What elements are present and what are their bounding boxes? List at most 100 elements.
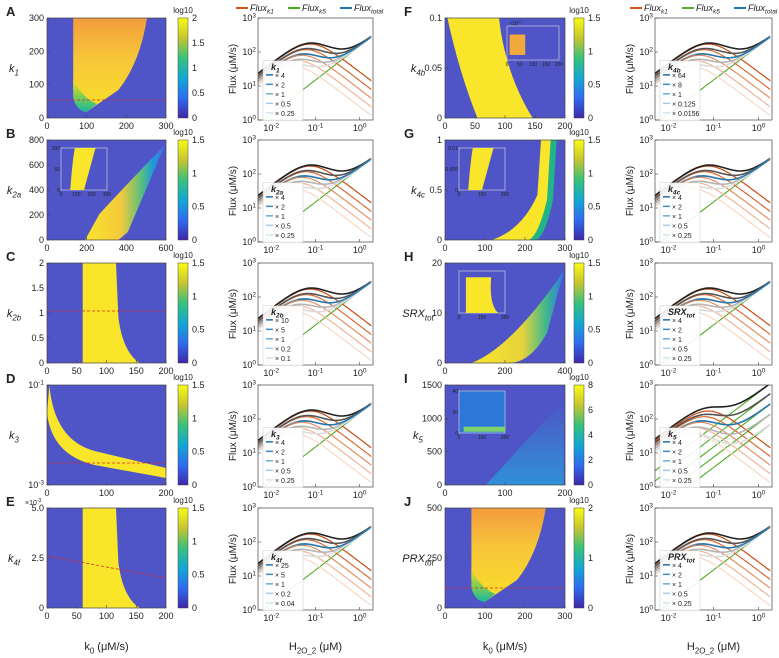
heat-ytick-label: 0	[437, 358, 442, 368]
inset-plot	[458, 390, 506, 434]
heat-xtick-label: 0	[44, 121, 49, 131]
inset-ytick: 100	[52, 146, 61, 152]
heat-xtick-label: 100	[99, 366, 114, 376]
flux-total-blue	[695, 281, 771, 304]
flux-xtick-label: 100​	[353, 367, 367, 378]
flux-legend: SRXtot​× 4 × 2 × 1 × 0.5 × 0.25	[659, 305, 701, 367]
heat-ytick-label: 10-3​	[28, 479, 44, 490]
panel-letter: D	[6, 371, 15, 386]
inset-ytick: 0.01	[448, 146, 458, 152]
flux-total-curve	[258, 35, 372, 75]
legend-entry: × 25	[275, 563, 289, 570]
flux-plot: 100​ 101​ 102​ 103​ 10-2​ 10-1​ 100​ Flux (μM/s…	[228, 379, 374, 500]
panel-letter: H	[404, 249, 413, 264]
flux-xtick-label: 10-2​	[263, 489, 279, 500]
colorbar-tick-label: 1	[588, 291, 593, 301]
inset-xtick: 0	[506, 62, 509, 68]
flux-ylabel: Flux (μM/s)	[228, 289, 239, 339]
legend-entry: × 0.5	[275, 468, 291, 475]
flux-total-blue	[695, 158, 771, 181]
flux-legend: k4c​× 4 × 2 × 1 × 0.5 × 0.25	[659, 182, 701, 244]
flux-xtick-label: 10-2​	[263, 122, 279, 133]
panel-letter: G	[404, 126, 414, 141]
legend-box	[262, 60, 304, 122]
heat-xtick-label: 400	[119, 243, 134, 253]
colorbar-frame	[573, 17, 585, 119]
legend-entry: × 0.25	[672, 356, 692, 363]
legend-entry: × 0.25	[672, 233, 692, 240]
flux-xtick-label: 10-2​	[661, 612, 677, 623]
heat-xtick-label: 0	[44, 611, 49, 621]
legend-entry: × 5	[275, 572, 285, 579]
panel-letter: E	[6, 494, 15, 509]
heat-xtick-label: 0	[442, 488, 447, 498]
top-legend-label: Fluxk1​	[644, 3, 668, 16]
heat-ytick-label: 0	[437, 235, 442, 245]
heat-xtick-label: 100	[79, 121, 94, 131]
inset-ytick: 40	[452, 389, 458, 395]
flux-total-curve	[258, 280, 372, 320]
flux-ytick-label: 101​	[242, 447, 256, 458]
legend-entry: × 4	[672, 195, 682, 202]
flux-xtick-label: 10-1​	[706, 612, 722, 623]
inset-xtick: 200	[87, 192, 96, 198]
feasible-region	[485, 400, 564, 485]
colorbar-tick-label: 1	[588, 168, 593, 178]
heat-ytick-label: 2	[39, 258, 44, 268]
feasible-region	[85, 145, 165, 240]
flux-xtick-label: 100​	[752, 122, 766, 133]
flux-ytick-label: 101​	[242, 570, 256, 581]
colorbar-tick-label: 0.5	[192, 570, 205, 580]
colorbar-tick-label: 1.5	[588, 135, 601, 145]
flux-legend: k4b​× 64 × 8 × 1 × 0.125 × 0.0156	[659, 60, 701, 122]
flux-plot: 100​ 101​ 102​ 103​ 10-2​ 10-1​ 100​ Flux (μM/s…	[228, 257, 374, 378]
flux-ytick-label: 101​	[639, 80, 653, 91]
legend-entry: × 1	[275, 337, 285, 344]
flux-total-curve	[258, 157, 372, 197]
inset-xtick: 300	[103, 192, 112, 198]
heat-xtick-label: 100	[99, 488, 114, 498]
legend-entry: × 2	[672, 204, 682, 211]
flux-ytick-label: 103​	[639, 502, 653, 513]
colorbar-label: log10	[173, 496, 193, 505]
feasible-region-low	[471, 570, 496, 602]
legend-title: k4b​	[668, 62, 681, 75]
param-label: SRXtot​	[402, 308, 434, 322]
flux-total-blue	[297, 281, 372, 304]
legend-title: k5​	[668, 429, 677, 442]
heat-xtick-label: 150	[527, 121, 542, 131]
heatmap	[46, 508, 167, 608]
feasible-region	[82, 263, 140, 363]
legend-entry: × 0.2	[275, 346, 291, 353]
inset-xtick: 0	[458, 315, 461, 321]
heat-ytick-label: 800	[29, 135, 44, 145]
heat-ytick-label: 1.5	[31, 283, 44, 293]
legend-box	[659, 182, 701, 244]
inset-region	[468, 148, 494, 190]
flux-ytick-label: 103​	[242, 379, 256, 390]
heat-xtick-label: 50	[72, 366, 82, 376]
heat-ytick-label: 0	[39, 358, 44, 368]
flux-ytick-label: 103​	[639, 379, 653, 390]
colorbar-tick-label: 1.5	[192, 380, 205, 390]
colorbar-tick-label: 8	[588, 380, 593, 390]
flux-xtick-label: 100​	[353, 244, 367, 255]
flux-ytick-label: 100​	[242, 359, 256, 370]
flux-legend: k1​× 4 × 2 × 1 × 0.5 × 0.25	[262, 60, 304, 122]
colorbar	[178, 263, 188, 363]
flux-plot: 100​ 101​ 102​ 103​ 10-2​ 10-1​ 100​ Flux (μM/s…	[625, 257, 773, 378]
panel-letter: F	[404, 4, 412, 19]
flux-ytick-label: 102​	[242, 168, 256, 179]
colorbar-tick-label: 0	[588, 113, 593, 123]
legend-entry: × 1	[672, 92, 682, 99]
legend-entry: × 0.5	[275, 101, 291, 108]
colorbar-tick-label: 1	[192, 168, 197, 178]
colorbar-frame	[573, 262, 585, 364]
legend-entry: × 0.04	[275, 601, 295, 608]
flux-xtick-label: 10-2​	[263, 367, 279, 378]
inset-xtick: 150	[542, 62, 551, 68]
flux-legend: k5​× 4 × 2 × 1 × 0.5 × 0.25	[659, 427, 701, 489]
flux-xlabel: H2O_2 (μM)	[687, 641, 740, 655]
colorbar-tick-label: 0	[588, 235, 593, 245]
